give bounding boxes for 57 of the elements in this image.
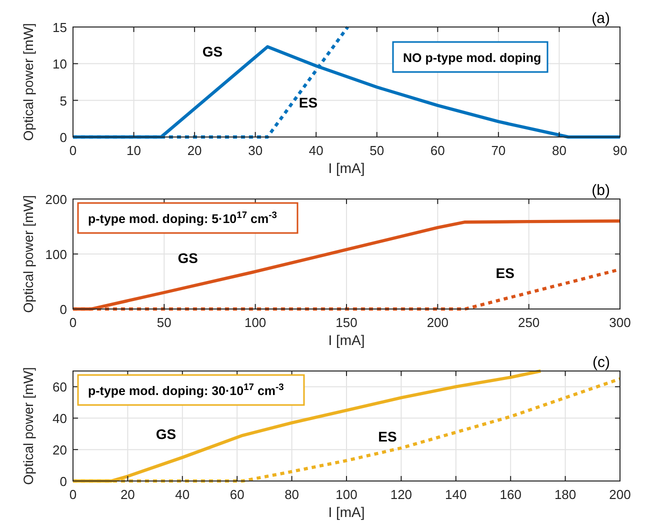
x-tick-label: 50 — [370, 143, 384, 158]
x-tick-label: 300 — [609, 315, 631, 330]
y-axis-title: Optical power [mW] — [21, 23, 36, 141]
x-tick-label: 50 — [156, 315, 172, 330]
x-tick-label: 100 — [336, 487, 358, 502]
x-tick-label: 60 — [430, 143, 445, 158]
annotation: p-type mod. doping: 5·10$^{17}$ cm$^{-3}$ — [88, 210, 277, 226]
x-tick-label: 0 — [69, 487, 77, 502]
x-tick-label: 70 — [491, 143, 506, 158]
y-tick-label: 5 — [60, 93, 67, 108]
series-label: GS — [202, 44, 223, 60]
x-tick-label: 160 — [500, 487, 522, 502]
x-tick-label: 0 — [69, 143, 77, 158]
x-tick-label: 100 — [244, 315, 266, 330]
x-axis-title: I [mA] — [328, 332, 365, 348]
x-tick-label: 200 — [426, 315, 449, 330]
y-tick-label: 0 — [60, 474, 67, 489]
series-label: ES — [298, 94, 318, 110]
x-tick-label: 140 — [445, 487, 467, 502]
x-tick-label: 10 — [126, 143, 142, 158]
x-axis-title: I [mA] — [328, 504, 365, 520]
x-tick-label: 200 — [609, 487, 631, 502]
x-tick-label: 60 — [230, 487, 244, 502]
series-label: GS — [156, 426, 176, 442]
x-axis-title: I [mA] — [328, 160, 365, 176]
x-tick-label: 90 — [612, 143, 628, 158]
chart-title: (c) — [592, 354, 610, 371]
annotation: NO p-type mod. doping — [403, 51, 542, 65]
chart-title: (b) — [592, 182, 610, 199]
annotation: p-type mod. doping: 30·10$^{17}$ cm$^{-3}$ — [88, 382, 284, 398]
y-tick-label: 0 — [60, 130, 67, 145]
x-tick-label: 180 — [554, 487, 576, 502]
y-axis-title: Optical power [mW] — [21, 195, 36, 313]
chart-title: (a) — [592, 10, 610, 27]
x-tick-label: 150 — [336, 315, 358, 330]
series-label: GS — [178, 250, 198, 266]
x-tick-label: 80 — [284, 487, 300, 502]
series-label: ES — [496, 265, 514, 282]
y-tick-label: 60 — [52, 380, 67, 395]
x-tick-label: 30 — [248, 143, 263, 158]
x-tick-label: 20 — [187, 143, 202, 158]
y-tick-label: 40 — [52, 411, 67, 426]
x-tick-label: 20 — [120, 487, 135, 502]
series-label: ES — [378, 428, 397, 444]
x-tick-label: 80 — [552, 143, 566, 158]
y-tick-label: 0 — [60, 302, 67, 317]
y-tick-label: 10 — [52, 56, 67, 72]
x-tick-label: 120 — [390, 487, 412, 502]
x-tick-label: 0 — [69, 315, 77, 330]
x-tick-label: 250 — [518, 315, 540, 330]
y-tick-label: 20 — [52, 442, 67, 458]
y-tick-label: 100 — [45, 247, 67, 262]
y-tick-label: 15 — [52, 20, 67, 35]
y-tick-label: 200 — [45, 192, 67, 207]
y-axis-title: Optical power [mW] — [21, 367, 36, 485]
x-tick-label: 40 — [308, 143, 324, 158]
x-tick-label: 40 — [175, 487, 190, 502]
